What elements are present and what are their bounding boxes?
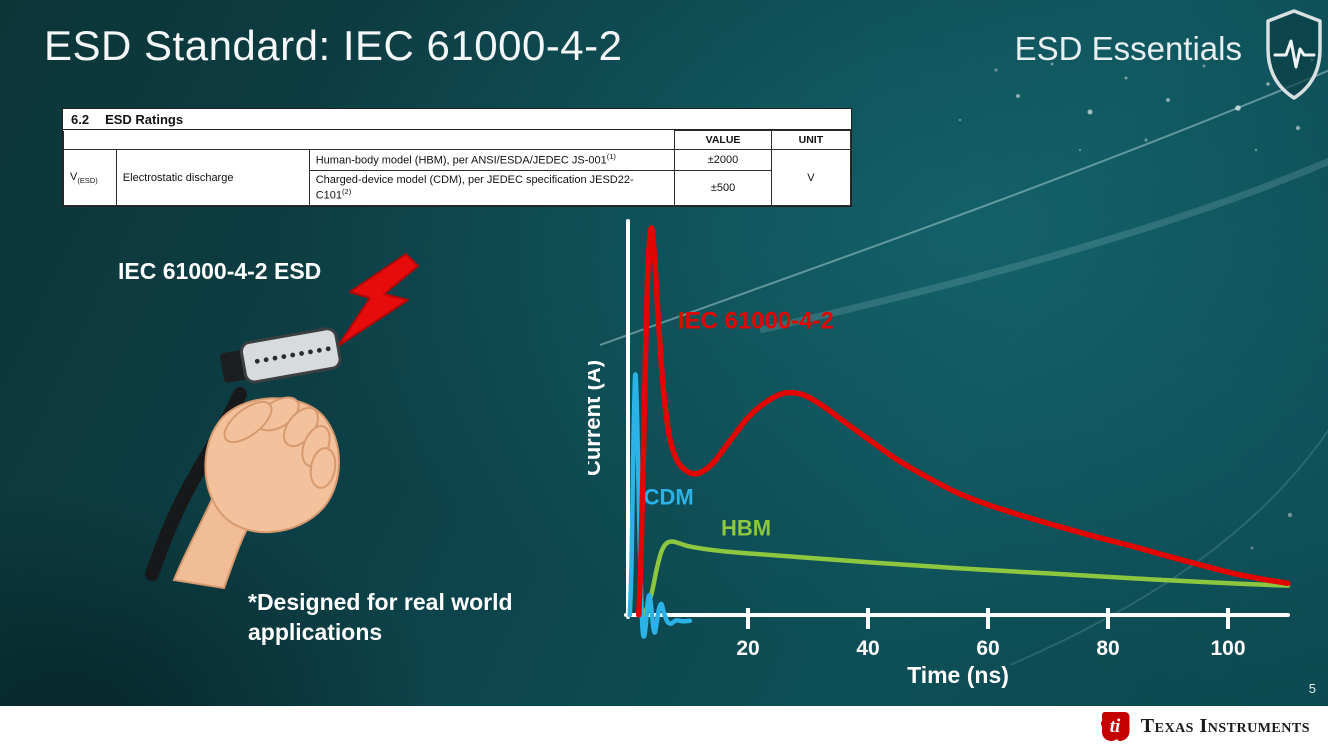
parameter-cell: Electrostatic discharge [115,148,310,207]
svg-text:ti: ti [1110,716,1121,737]
svg-text:Current (A): Current (A) [588,360,605,476]
table-row: Charged-device model (CDM), per JEDEC sp… [64,169,851,207]
designed-note: *Designed for real world applications [248,588,513,648]
slide-title: ESD Standard: IEC 61000-4-2 [44,22,623,69]
hbm-description-cell: Human-body model (HBM), per ANSI/ESDA/JE… [308,149,676,171]
hand-connector-illustration [145,327,342,590]
symbol-cell: V(ESD) [63,148,117,207]
svg-text:Time (ns): Time (ns) [907,662,1009,688]
note-line-2: applications [248,618,383,645]
svg-text:HBM: HBM [721,516,771,541]
table-header-row: VALUE UNIT [62,130,852,150]
heartbeat-line [1273,39,1316,69]
svg-text:IEC 61000-4-2: IEC 61000-4-2 [678,308,834,335]
svg-text:40: 40 [856,637,879,660]
hdmi-connector [220,327,342,384]
table-row: V(ESD) Electrostatic discharge Human-bod… [63,148,852,207]
svg-text:20: 20 [736,637,759,660]
svg-text:100: 100 [1210,637,1245,660]
unit-cell: V [770,148,852,207]
iec-esd-caption: IEC 61000-4-2 ESD [118,258,322,284]
svg-text:60: 60 [976,637,999,660]
col-header-value: VALUE [674,130,772,150]
page-number: 5 [1308,681,1316,696]
ti-bug-icon: ti [1100,712,1130,741]
svg-text:80: 80 [1096,637,1119,660]
esd-current-chart: 20 40 60 80 100 Time (ns) Current (A) HBM CDM IEC… [588,219,1291,688]
lightning-bolt-icon [337,253,419,347]
series-brand: ESD Essentials [1014,30,1242,67]
section-name: ESD Ratings [105,112,184,127]
cdm-description-cell: Charged-device model (CDM), per JEDEC sp… [308,169,676,207]
fingers [223,396,337,489]
section-number: 6.2 [71,112,90,127]
footer-bar: ti Texas Instruments [0,706,1328,746]
table-section-title: 6.2 ESD Ratings [63,109,851,130]
cdm-value-cell: ±500 [674,169,772,207]
col-header-unit: UNIT [770,130,852,150]
ti-logo: ti Texas Instruments [1098,709,1310,743]
esd-shield-icon [1266,9,1322,100]
ti-wordmark: Texas Instruments [1140,714,1310,737]
note-line-1: *Designed for real world [248,589,513,615]
hbm-value-cell: ±2000 [674,149,772,171]
svg-text:CDM: CDM [644,485,694,510]
esd-ratings-table: 6.2 ESD Ratings VALUE UNIT V(ESD) Electr… [62,108,852,208]
